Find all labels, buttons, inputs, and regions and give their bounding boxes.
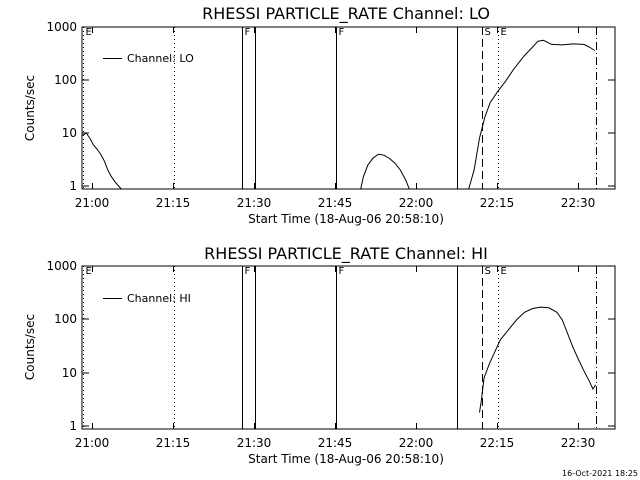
- x-tick-marks: [92, 27, 579, 189]
- marker-label-0: E: [86, 27, 92, 38]
- x-axis-label: Start Time (18-Aug-06 20:58:10): [248, 452, 444, 466]
- marker-label-0: E: [86, 266, 92, 277]
- x-tick-label: 21:00: [75, 196, 110, 210]
- x-tick-label: 22:30: [561, 436, 596, 450]
- series-line-0-segment-0: [479, 306, 597, 413]
- x-axis-label: Start Time (18-Aug-06 20:58:10): [248, 212, 444, 226]
- marker-label-1: F: [245, 27, 251, 38]
- x-tick-label: 21:30: [237, 436, 272, 450]
- x-tick-label: 21:15: [156, 436, 191, 450]
- series-line-0-segment-2: [468, 39, 595, 190]
- marker-label-1: F: [245, 266, 251, 277]
- plot-frame: [81, 26, 616, 190]
- plot-frame: [81, 265, 616, 430]
- marker-label-2: F: [339, 27, 345, 38]
- x-tick-label: 21:00: [75, 436, 110, 450]
- data-series: [82, 39, 595, 190]
- y-tick-label: 10: [62, 366, 77, 380]
- chart-lo: RHESSI PARTICLE_RATE Channel: LO 21:00 2…: [23, 4, 616, 226]
- x-tick-label: 22:00: [399, 196, 434, 210]
- x-tick-label: 21:45: [318, 436, 353, 450]
- marker-label-4: E: [501, 27, 507, 38]
- marker-label-2: F: [339, 266, 345, 277]
- series-line-0-segment-0: [82, 132, 122, 190]
- legend-label: Channel: HI: [127, 292, 191, 305]
- legend-label: Channel: LO: [127, 52, 194, 65]
- marker-label-4: E: [501, 266, 507, 277]
- y-tick-label: 1000: [46, 259, 77, 273]
- y-tick-label: 1: [69, 419, 77, 433]
- y-tick-label: 100: [54, 312, 77, 326]
- chart-title: RHESSI PARTICLE_RATE Channel: HI: [204, 244, 488, 264]
- marker-label-3: S: [485, 266, 491, 277]
- y-tick-label: 10: [62, 126, 77, 140]
- x-tick-label: 21:45: [318, 196, 353, 210]
- x-tick-label: 22:30: [561, 196, 596, 210]
- x-tick-label: 22:15: [480, 196, 515, 210]
- x-tick-label: 22:00: [399, 436, 434, 450]
- x-tick-label: 21:15: [156, 196, 191, 210]
- marker-label-3: S: [485, 27, 491, 38]
- y-tick-label: 100: [54, 73, 77, 87]
- chart-title: RHESSI PARTICLE_RATE Channel: LO: [202, 4, 490, 24]
- data-series: [479, 306, 597, 413]
- y-tick-marks: [82, 26, 615, 187]
- x-tick-marks: [92, 266, 579, 429]
- y-tick-label: 1: [69, 179, 77, 193]
- x-tick-label: 22:15: [480, 436, 515, 450]
- chart-hi: RHESSI PARTICLE_RATE Channel: HI 21:00 2…: [23, 244, 616, 466]
- x-tick-label: 21:30: [237, 196, 272, 210]
- y-tick-marks: [82, 265, 615, 427]
- y-axis-label: Counts/sec: [23, 75, 37, 141]
- y-axis-label: Counts/sec: [23, 314, 37, 380]
- y-tick-label: 1000: [46, 20, 77, 34]
- plot-timestamp: 16-Oct-2021 18:25: [562, 469, 638, 478]
- series-line-0-segment-1: [360, 153, 410, 190]
